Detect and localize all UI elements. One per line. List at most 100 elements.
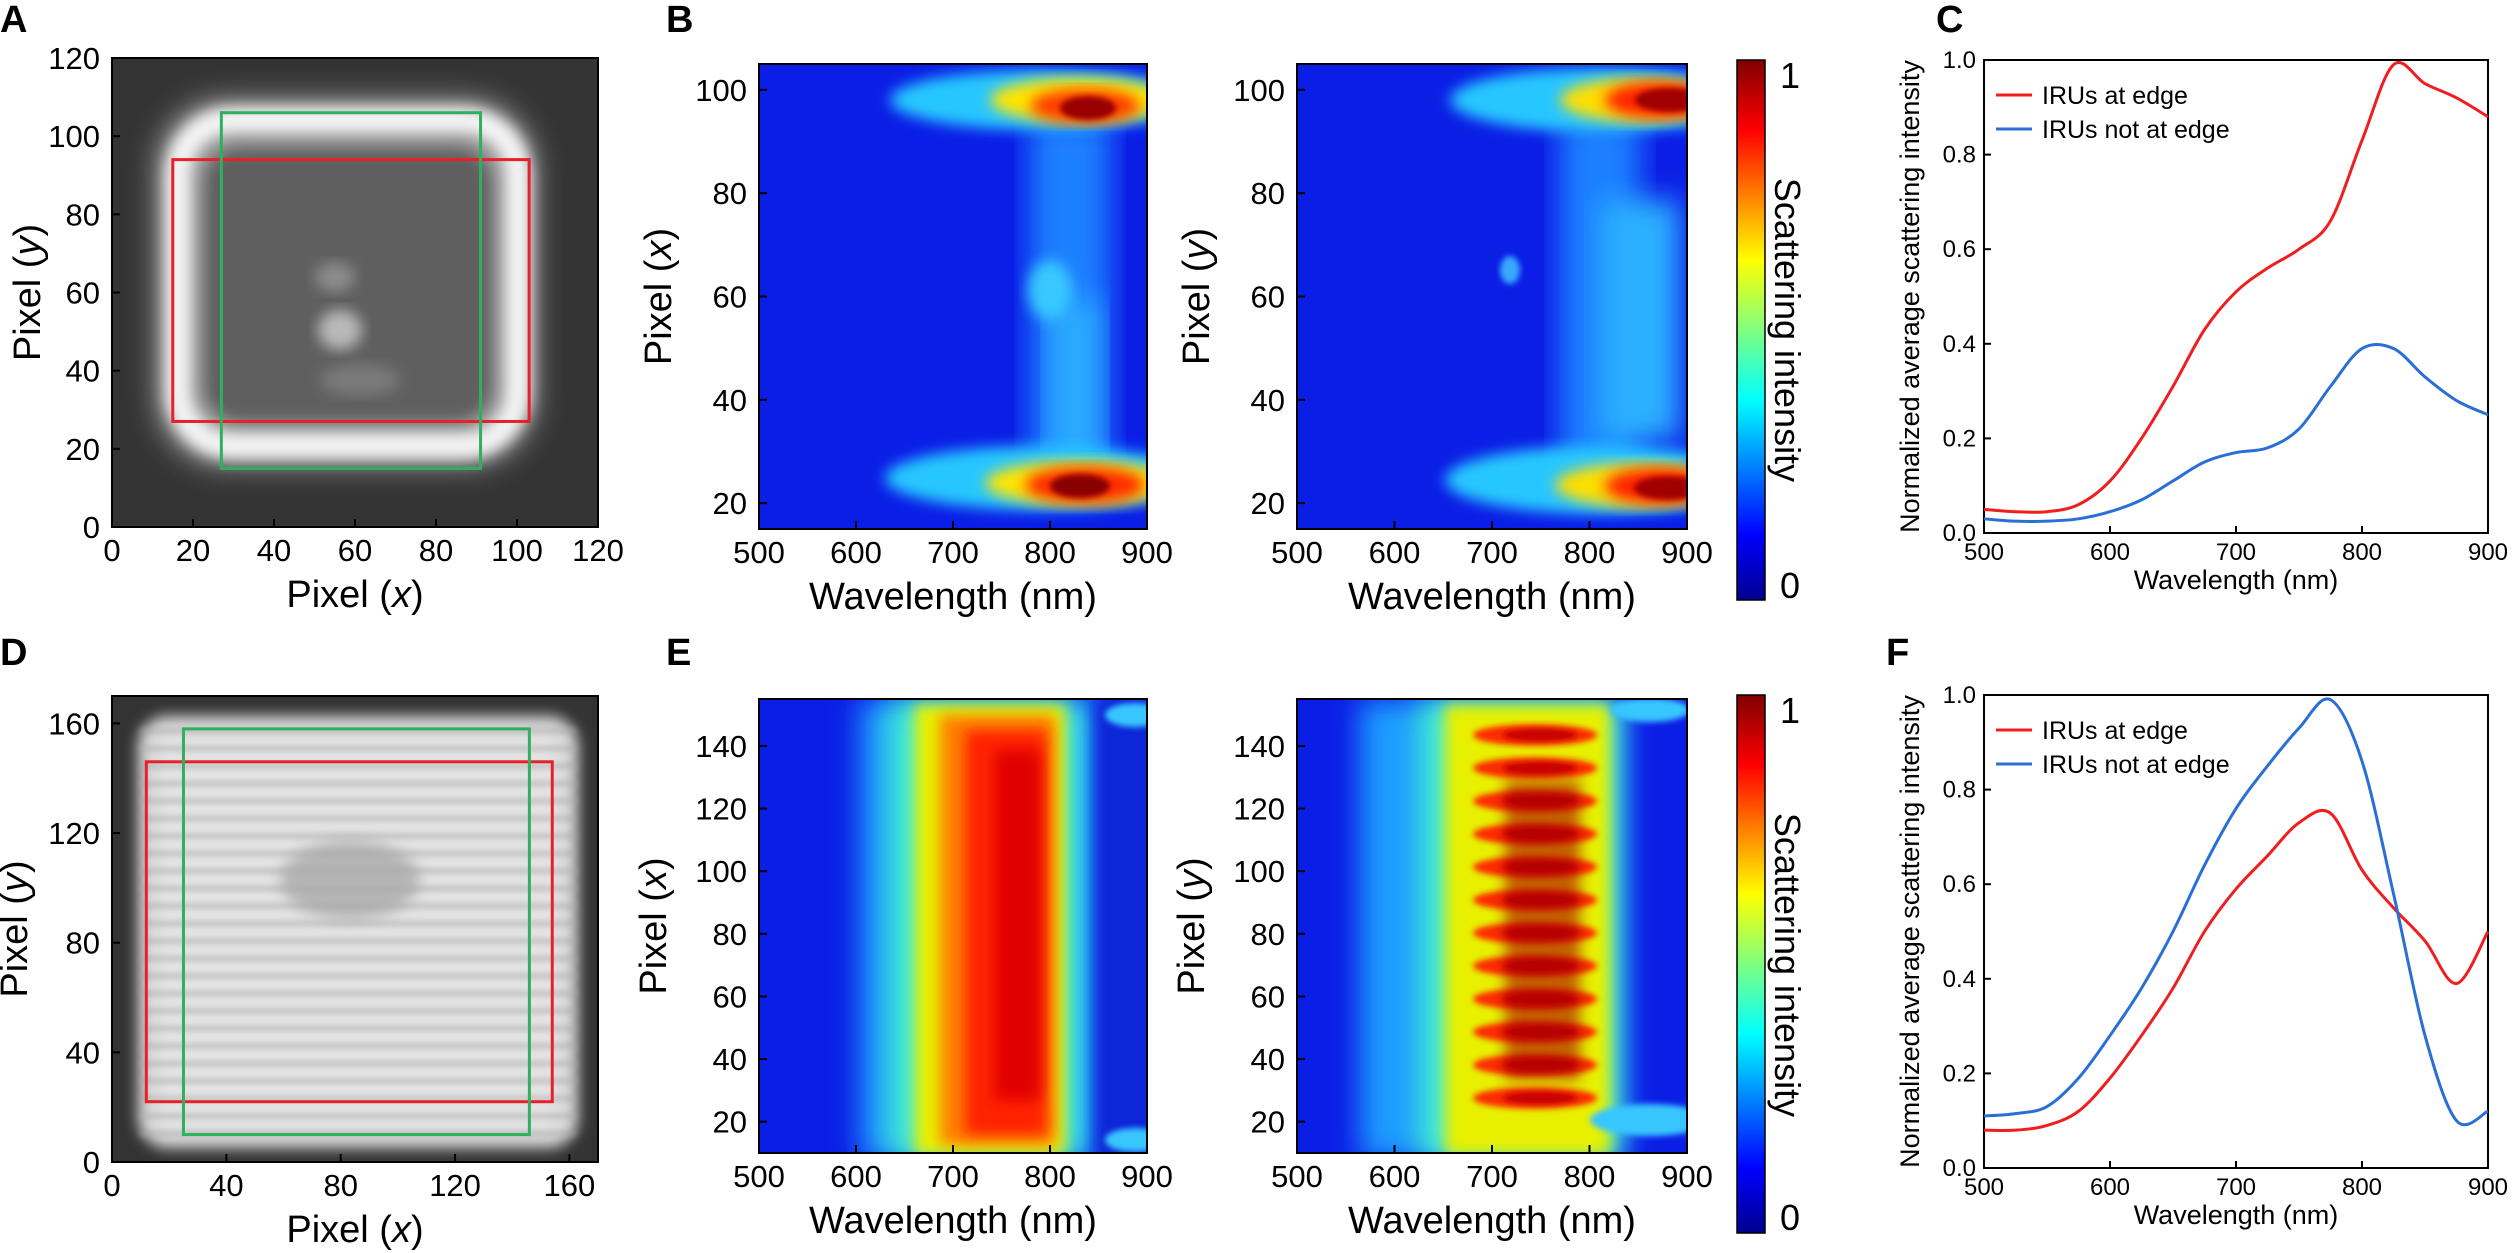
x-axis-title: Wavelength (nm) bbox=[809, 1200, 1097, 1242]
x-tick-label: 600 bbox=[1369, 535, 1421, 570]
x-axis-title: Wavelength (nm) bbox=[2134, 1200, 2339, 1230]
y-axis-title: Normalized average scattering intensity bbox=[1895, 695, 1925, 1168]
y-tick-label: 80 bbox=[713, 176, 747, 211]
x-axis-title: Wavelength (nm) bbox=[1348, 576, 1636, 618]
series-line-not-edge bbox=[1983, 697, 2489, 1127]
x-tick-label: 900 bbox=[1121, 535, 1173, 570]
x-tick-label: 800 bbox=[1564, 535, 1616, 570]
x-tick-label: 500 bbox=[733, 535, 785, 570]
x-tick-label: 20 bbox=[176, 533, 210, 568]
y-tick-label: 0 bbox=[83, 510, 100, 545]
x-tick-label: 800 bbox=[2342, 1174, 2382, 1201]
x-tick-label: 40 bbox=[209, 1168, 243, 1203]
x-tick-label: 120 bbox=[572, 533, 624, 568]
legend-label: IRUs at edge bbox=[2042, 717, 2188, 745]
y-tick-label: 0 bbox=[83, 1145, 100, 1180]
y-tick-label: 0.4 bbox=[1943, 331, 1976, 358]
y-tick-label: 0.6 bbox=[1943, 236, 1976, 263]
legend-label: IRUs not at edge bbox=[2042, 116, 2230, 144]
y-tick-label: 20 bbox=[713, 486, 747, 521]
x-tick-label: 40 bbox=[257, 533, 291, 568]
y-axis-title: Normalized average scattering intensity bbox=[1895, 60, 1925, 533]
x-axis-title: Pixel (x) bbox=[286, 1209, 423, 1251]
panel-b-right-heatmap bbox=[1297, 64, 1687, 529]
x-tick-label: 800 bbox=[2342, 539, 2382, 566]
y-tick-label: 60 bbox=[713, 979, 747, 1014]
legend-label: IRUs not at edge bbox=[2042, 751, 2230, 779]
panel-letter-e: E bbox=[666, 632, 691, 674]
y-tick-label: 80 bbox=[66, 926, 100, 961]
x-tick-label: 900 bbox=[2468, 1174, 2508, 1201]
y-tick-label: 20 bbox=[66, 432, 100, 467]
x-tick-label: 700 bbox=[927, 1159, 979, 1194]
y-tick-label: 40 bbox=[66, 1035, 100, 1070]
x-tick-label: 900 bbox=[1661, 535, 1713, 570]
y-tick-label: 60 bbox=[1251, 280, 1285, 315]
y-tick-label: 100 bbox=[695, 854, 747, 889]
x-tick-label: 800 bbox=[1564, 1159, 1616, 1194]
x-tick-label: 600 bbox=[1369, 1159, 1421, 1194]
y-tick-label: 100 bbox=[1233, 73, 1285, 108]
colorbar-top bbox=[1736, 59, 1766, 601]
colorbar-bottom-min: 0 bbox=[1780, 1197, 1800, 1238]
panel-e-right-heatmap bbox=[1297, 699, 1687, 1153]
y-tick-label: 0.2 bbox=[1943, 1060, 1976, 1087]
y-tick-label: 120 bbox=[695, 792, 747, 827]
x-tick-label: 600 bbox=[2090, 1174, 2130, 1201]
x-tick-label: 0 bbox=[103, 1168, 120, 1203]
panel-d-frame bbox=[111, 695, 599, 1163]
x-tick-label: 700 bbox=[1466, 535, 1518, 570]
x-tick-label: 500 bbox=[1964, 1174, 2004, 1201]
x-tick-label: 800 bbox=[1024, 535, 1076, 570]
panel-e-left-heatmap bbox=[759, 699, 1147, 1153]
x-axis-title: Wavelength (nm) bbox=[1348, 1200, 1636, 1242]
panel-letter-c: C bbox=[1936, 0, 1963, 41]
y-tick-label: 1.0 bbox=[1943, 47, 1976, 74]
roi-red-rectangle bbox=[171, 158, 531, 423]
y-tick-label: 40 bbox=[713, 383, 747, 418]
x-tick-label: 500 bbox=[733, 1159, 785, 1194]
x-tick-label: 80 bbox=[323, 1168, 357, 1203]
y-tick-label: 0.4 bbox=[1943, 966, 1976, 993]
x-tick-label: 80 bbox=[419, 533, 453, 568]
y-axis-title: Pixel (y) bbox=[7, 224, 49, 361]
panel-d-image bbox=[112, 696, 598, 1162]
y-tick-label: 60 bbox=[1251, 979, 1285, 1014]
series-line-not-edge bbox=[1983, 342, 2489, 523]
y-tick-label: 0.0 bbox=[1943, 1155, 1976, 1182]
y-tick-label: 80 bbox=[1251, 176, 1285, 211]
y-tick-label: 0.2 bbox=[1943, 425, 1976, 452]
x-axis-title: Wavelength (nm) bbox=[809, 576, 1097, 618]
y-tick-label: 80 bbox=[713, 917, 747, 952]
x-tick-label: 700 bbox=[927, 535, 979, 570]
panel-b-left-heatmap bbox=[759, 64, 1147, 529]
x-tick-label: 600 bbox=[830, 535, 882, 570]
colorbar-bottom-max: 1 bbox=[1780, 690, 1800, 731]
roi-green-rectangle bbox=[219, 111, 483, 470]
panel-letter-d: D bbox=[0, 632, 27, 674]
x-tick-label: 500 bbox=[1964, 539, 2004, 566]
y-tick-label: 120 bbox=[48, 816, 100, 851]
colorbar-bottom-label: Scattering intensity bbox=[1767, 813, 1808, 1117]
x-tick-label: 900 bbox=[1661, 1159, 1713, 1194]
x-tick-label: 800 bbox=[1024, 1159, 1076, 1194]
y-tick-label: 140 bbox=[695, 729, 747, 764]
x-tick-label: 700 bbox=[2216, 539, 2256, 566]
x-tick-label: 600 bbox=[2090, 539, 2130, 566]
x-tick-label: 100 bbox=[491, 533, 543, 568]
y-axis-title: Pixel (y) bbox=[0, 860, 36, 997]
y-tick-label: 100 bbox=[1233, 854, 1285, 889]
y-axis-title: Pixel (x) bbox=[638, 228, 680, 365]
y-tick-label: 80 bbox=[66, 197, 100, 232]
y-tick-label: 160 bbox=[48, 706, 100, 741]
panel-letter-a: A bbox=[0, 0, 27, 41]
colorbar-top-label: Scattering intensity bbox=[1767, 178, 1808, 482]
y-tick-label: 40 bbox=[1251, 1042, 1285, 1077]
y-tick-label: 0.0 bbox=[1943, 520, 1976, 547]
x-tick-label: 900 bbox=[1121, 1159, 1173, 1194]
y-tick-label: 120 bbox=[1233, 792, 1285, 827]
x-tick-label: 120 bbox=[429, 1168, 481, 1203]
x-tick-label: 700 bbox=[2216, 1174, 2256, 1201]
x-tick-label: 600 bbox=[830, 1159, 882, 1194]
